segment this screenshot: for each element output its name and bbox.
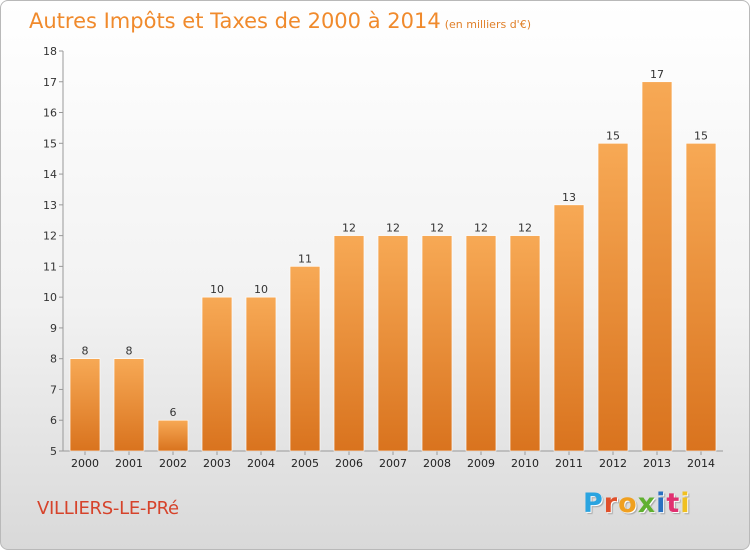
bar-2008: [421, 235, 453, 452]
bar-2011: [553, 204, 585, 452]
y-tick-label: 15: [43, 137, 57, 150]
y-tick-label: 17: [43, 76, 57, 89]
bar-value-label: 10: [210, 283, 224, 296]
bar-value-label: 12: [474, 222, 488, 235]
y-tick-label: 14: [43, 168, 57, 181]
bar-2005: [289, 266, 321, 452]
bar-value-label: 8: [126, 345, 133, 358]
x-tick-label: 2007: [379, 457, 407, 470]
y-tick-label: 5: [50, 445, 57, 458]
x-tick-label: 2003: [203, 457, 231, 470]
x-tick-label: 2011: [555, 457, 583, 470]
logo-letter: o: [618, 488, 638, 519]
chart-title: Autres Impôts et Taxes de 2000 à 2014 (en…: [29, 9, 531, 33]
bar-value-label: 13: [562, 191, 576, 204]
logo-letter: r: [603, 488, 619, 519]
location-label: VILLIERS-LE-PRé: [37, 498, 179, 519]
logo-letter: P: [583, 488, 604, 519]
x-tick-label: 2010: [511, 457, 539, 470]
x-tick-label: 2000: [71, 457, 99, 470]
x-tick-label: 2002: [159, 457, 187, 470]
y-tick-label: 16: [43, 107, 57, 120]
bar-2007: [377, 235, 409, 452]
bar-2009: [465, 235, 497, 452]
bar-value-label: 8: [82, 345, 89, 358]
y-tick-label: 8: [50, 353, 57, 366]
bar-value-label: 11: [298, 252, 312, 265]
bar-value-label: 6: [170, 406, 177, 419]
bar-value-label: 12: [430, 222, 444, 235]
proxiti-logo: Proxiti: [583, 488, 691, 519]
bar-2000: [69, 358, 101, 452]
logo-letter: x: [637, 488, 657, 519]
x-tick-label: 2014: [687, 457, 715, 470]
bar-value-label: 15: [606, 129, 620, 142]
bar-2010: [509, 235, 541, 452]
x-tick-label: 2013: [643, 457, 671, 470]
bar-value-label: 12: [342, 222, 356, 235]
x-tick-label: 2001: [115, 457, 143, 470]
bar-value-label: 17: [650, 68, 664, 81]
x-tick-label: 2005: [291, 457, 319, 470]
y-tick-label: 10: [43, 291, 57, 304]
logo-letter: i: [656, 488, 667, 519]
x-tick-label: 2012: [599, 457, 627, 470]
bar-2002: [157, 419, 189, 452]
y-tick-label: 9: [50, 322, 57, 335]
bar-2014: [685, 143, 717, 452]
y-tick-label: 6: [50, 414, 57, 427]
bar-value-label: 12: [518, 222, 532, 235]
y-tick-label: 18: [43, 45, 57, 58]
y-tick-label: 13: [43, 199, 57, 212]
bars: 8 8 6 10 10 11 12 12 12 12 12 13 15 17 15: [69, 68, 717, 452]
bar-value-label: 10: [254, 283, 268, 296]
bar-2004: [245, 296, 277, 452]
bar-2006: [333, 235, 365, 452]
bar-value-label: 12: [386, 222, 400, 235]
chart-title-main: Autres Impôts et Taxes de 2000 à 2014: [29, 9, 441, 33]
bar-value-label: 15: [694, 129, 708, 142]
logo-letter: i: [680, 488, 691, 519]
bar-2001: [113, 358, 145, 452]
x-tick-label: 2006: [335, 457, 363, 470]
axes: 5 6 7 8 9 10 11 12 13 14 15 16 17 18 2000 2001 2002 2003 2…: [43, 45, 723, 470]
y-tick-label: 11: [43, 260, 57, 273]
chart-subtitle: (en milliers d'€): [444, 18, 531, 31]
bar-2013: [641, 81, 673, 452]
x-tick-label: 2008: [423, 457, 451, 470]
bar-2003: [201, 296, 233, 452]
y-tick-label: 12: [43, 230, 57, 243]
x-tick-label: 2009: [467, 457, 495, 470]
bar-2012: [597, 143, 629, 452]
logo-letter: t: [666, 488, 681, 519]
x-tick-label: 2004: [247, 457, 275, 470]
y-tick-label: 7: [50, 383, 57, 396]
